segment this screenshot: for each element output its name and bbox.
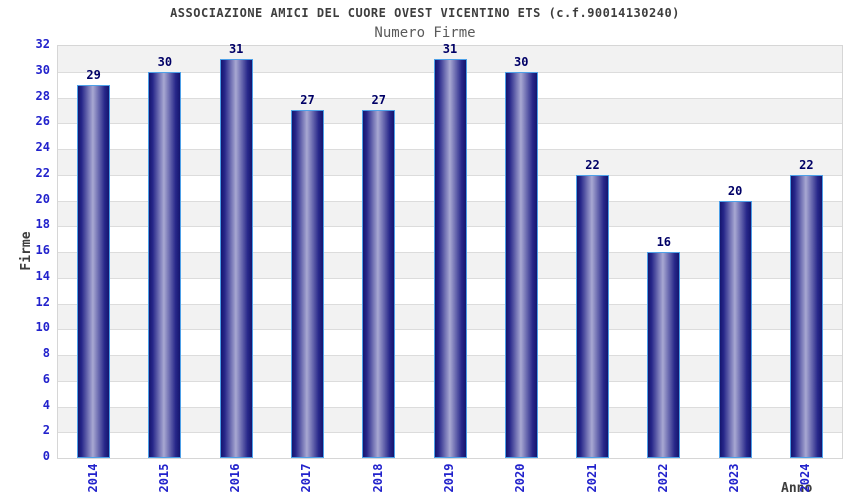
bar-2015 <box>148 71 182 458</box>
plot-area: 29 30 31 27 27 31 30 22 16 20 22 <box>57 41 843 459</box>
bar-value-label: 29 <box>86 67 101 82</box>
bar-value-label: 16 <box>656 235 672 249</box>
bar-2023 <box>718 200 752 458</box>
y-tick-label: 24 <box>35 140 50 154</box>
x-tick-label: 2020 <box>513 463 528 493</box>
y-tick-label: 30 <box>35 62 50 77</box>
x-tick-label: 2016 <box>228 463 243 493</box>
y-tick-label: 14 <box>35 268 50 283</box>
bar-2021 <box>576 174 610 458</box>
bar-2019 <box>433 58 467 458</box>
bar-2022 <box>647 252 681 458</box>
y-tick-label: 20 <box>35 191 50 206</box>
y-tick-label: 16 <box>35 243 50 257</box>
x-tick-label: 2014 <box>85 463 100 493</box>
bar-value-label: 30 <box>157 54 173 69</box>
y-tick-label: 8 <box>42 346 50 360</box>
bar-value-label: 31 <box>228 41 244 56</box>
x-tick-label: 2023 <box>727 463 742 493</box>
chart-subtitle: Numero Firme <box>374 25 476 41</box>
y-tick-label: 18 <box>35 217 50 232</box>
y-tick-label: 28 <box>35 88 50 103</box>
y-tick-label: 4 <box>42 397 50 412</box>
bar-2024 <box>789 174 823 458</box>
y-tick-label: 12 <box>35 294 50 309</box>
x-tick-label: 2019 <box>442 463 456 493</box>
x-tick-label: 2022 <box>655 463 670 493</box>
x-tick-label: 2018 <box>370 463 385 493</box>
x-axis-title: Anno <box>781 481 813 496</box>
y-tick-label: 0 <box>42 449 50 463</box>
bar-value-label: 22 <box>585 157 600 172</box>
x-tick-label: 2024 <box>798 463 813 493</box>
bar-2020 <box>504 71 538 458</box>
chart-title: ASSOCIAZIONE AMICI DEL CUORE OVEST VICEN… <box>170 6 680 20</box>
bar-value-label: 27 <box>300 93 315 108</box>
y-tick-label: 32 <box>35 37 50 51</box>
bar-value-label: 20 <box>727 183 743 198</box>
y-tick-label: 2 <box>42 423 50 438</box>
bar-value-label: 30 <box>514 54 529 69</box>
bar-value-label: 22 <box>799 157 814 172</box>
bar-2017 <box>290 110 324 458</box>
x-tick-label: 2021 <box>584 463 599 493</box>
y-tick-label: 22 <box>35 165 50 180</box>
y-tick-label: 26 <box>35 114 50 129</box>
x-tick-label: 2015 <box>156 463 171 493</box>
y-tick-label: 6 <box>42 371 50 386</box>
x-tick-label: 2017 <box>299 463 314 493</box>
bar-value-label: 31 <box>442 41 458 56</box>
bar-2014 <box>77 84 111 458</box>
bar-2016 <box>219 58 253 458</box>
y-tick-label: 10 <box>35 320 50 335</box>
bar-value-label: 27 <box>371 93 386 108</box>
bar-2018 <box>362 110 396 458</box>
